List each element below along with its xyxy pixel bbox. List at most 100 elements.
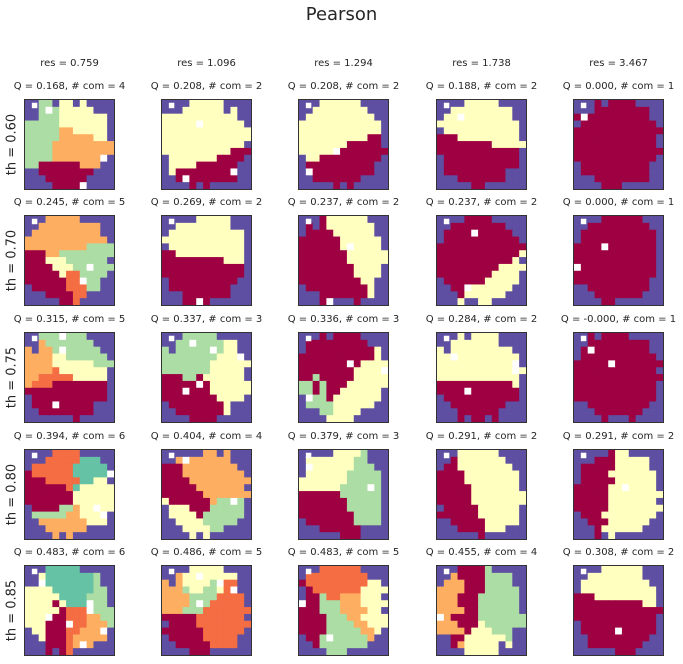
community-cell <box>635 497 643 506</box>
community-cell <box>182 401 190 409</box>
community-cell <box>478 360 486 368</box>
community-cell <box>437 257 445 265</box>
background-cell <box>381 504 389 513</box>
missing-cell <box>464 284 472 292</box>
community-cell <box>196 250 204 258</box>
community-cell <box>79 387 88 396</box>
heatmap-panel-r1-c2 <box>161 99 252 190</box>
background-cell <box>580 415 589 423</box>
background-cell <box>107 298 115 306</box>
background-cell <box>175 648 183 656</box>
community-cell <box>230 491 238 499</box>
community-cell <box>587 236 595 244</box>
community-cell <box>498 277 506 285</box>
background-cell <box>437 532 445 540</box>
community-cell <box>353 504 362 513</box>
community-cell <box>230 627 238 635</box>
background-cell <box>505 401 513 409</box>
community-cell <box>346 374 355 382</box>
community-cell <box>203 456 211 465</box>
community-cell <box>312 579 320 587</box>
community-cell <box>608 607 616 615</box>
community-cell <box>168 463 177 471</box>
community-cell <box>457 270 465 279</box>
community-cell <box>628 141 637 149</box>
background-cell <box>374 566 382 574</box>
background-cell <box>374 284 382 292</box>
community-cell <box>621 641 630 649</box>
missing-cell <box>31 102 38 109</box>
background-cell <box>31 641 40 649</box>
background-cell <box>587 408 595 416</box>
community-cell <box>333 333 341 341</box>
community-cell <box>25 154 33 163</box>
community-cell <box>52 263 60 272</box>
community-cell <box>93 613 101 622</box>
community-cell <box>312 497 320 506</box>
heatmap-panel-r5-c2 <box>161 565 252 656</box>
community-cell <box>237 620 245 629</box>
community-cell <box>484 593 493 601</box>
community-cell <box>175 627 183 635</box>
community-cell <box>305 504 314 513</box>
community-cell <box>360 250 368 258</box>
background-cell <box>580 408 589 416</box>
background-cell <box>656 634 664 642</box>
community-cell <box>471 141 479 149</box>
community-cell <box>196 147 204 156</box>
background-cell <box>656 113 664 121</box>
community-cell <box>608 627 616 635</box>
background-cell <box>505 100 513 108</box>
community-cell <box>608 113 616 121</box>
community-cell <box>312 284 320 292</box>
community-cell <box>25 484 33 492</box>
community-cell <box>168 236 177 244</box>
community-cell <box>615 216 623 224</box>
community-cell <box>66 175 74 183</box>
community-cell <box>478 572 486 581</box>
community-cell <box>203 263 211 272</box>
community-cell <box>360 484 368 492</box>
missing-cell <box>38 579 46 587</box>
community-cell <box>31 504 40 513</box>
community-cell <box>628 387 637 396</box>
community-cell <box>340 277 348 285</box>
community-cell <box>512 484 520 492</box>
background-cell <box>519 387 527 396</box>
background-cell <box>237 463 245 471</box>
community-cell <box>326 401 334 409</box>
community-cell <box>66 380 74 389</box>
community-cell <box>162 113 170 121</box>
background-cell <box>209 182 218 190</box>
community-cell <box>79 284 88 292</box>
background-cell <box>93 401 101 409</box>
community-cell <box>162 586 170 594</box>
community-cell <box>512 593 520 601</box>
community-map <box>574 216 664 306</box>
community-cell <box>175 394 183 402</box>
community-cell <box>333 154 341 163</box>
community-cell <box>52 243 60 251</box>
community-cell <box>340 525 348 533</box>
background-cell <box>244 229 252 237</box>
community-cell <box>319 216 327 224</box>
panel-label-r3-c5: Q = -0.000, # com = 1 <box>560 314 677 325</box>
community-cell <box>319 394 327 402</box>
community-cell <box>628 175 637 183</box>
community-cell <box>38 607 46 615</box>
community-cell <box>478 511 486 519</box>
background-cell <box>25 525 33 533</box>
community-cell <box>182 586 190 594</box>
community-cell <box>182 127 190 135</box>
community-cell <box>326 236 334 244</box>
background-cell <box>162 450 170 458</box>
community-cell <box>478 593 486 601</box>
community-cell <box>79 634 88 642</box>
community-cell <box>107 504 115 513</box>
background-cell <box>656 380 664 389</box>
community-cell <box>223 620 231 629</box>
background-cell <box>512 456 520 465</box>
community-cell <box>608 182 616 190</box>
community-map <box>437 566 527 656</box>
community-cell <box>628 263 637 272</box>
